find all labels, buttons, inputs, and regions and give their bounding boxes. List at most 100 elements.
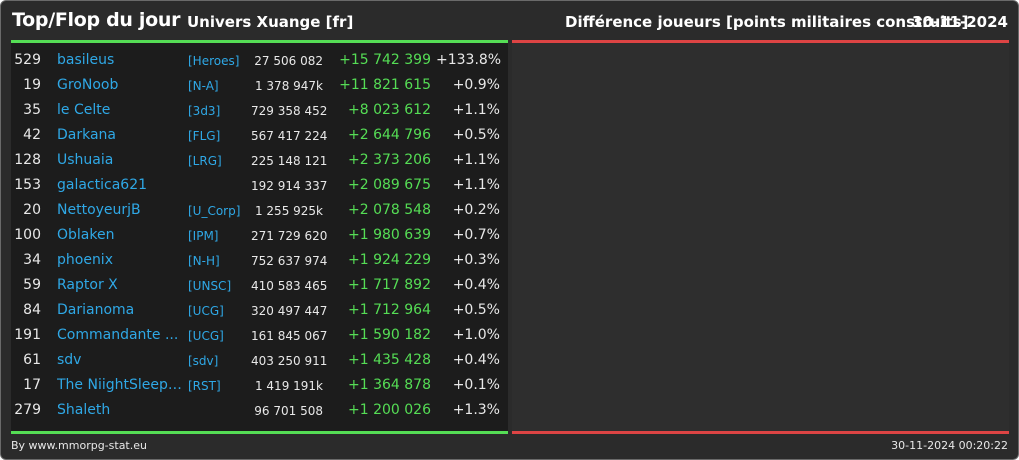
player-rank: 529 [14,52,41,68]
percent-change: +0.2% [452,202,500,218]
player-rank: 17 [23,377,41,393]
widget-header: Top/Flop du jour Univers Xuange [fr] Dif… [1,1,1018,41]
table-row: 128 Ushuaia [LRG] 225 148 121 +2 373 206 +1.1… [11,148,508,173]
player-points: 752 637 974 [251,254,328,268]
percent-change: +0.1% [452,377,500,393]
player-points: 161 845 067 [251,329,328,343]
player-name-link[interactable]: Commandante ... [57,327,179,343]
top-losers-panel [512,43,1009,431]
alliance-tag-link[interactable]: [N-A] [188,79,219,93]
percent-change: +0.5% [452,127,500,143]
table-row: 34 phoenix [N-H] 752 637 974 +1 924 229 +0.3% [11,248,508,273]
player-name-link[interactable]: Ushuaia [57,152,114,168]
site-credit: By www.mmorpg-stat.eu [11,439,147,452]
percent-change: +0.4% [452,352,500,368]
player-points: 403 250 911 [251,354,328,368]
alliance-tag-link[interactable]: [UNSC] [188,279,232,293]
player-name-link[interactable]: NettoyeurjB [57,202,141,218]
player-name-link[interactable]: GroNoob [57,77,119,93]
date-label: 30-11-2024 [912,13,1008,31]
player-name-link[interactable]: Oblaken [57,227,115,243]
player-rank: 279 [14,402,41,418]
table-row: 17 The NiightSleepe... [RST] 1 419 191k +1 3… [11,373,508,398]
table-row: 100 Oblaken [IPM] 271 729 620 +1 980 639 +0.7… [11,223,508,248]
player-rank: 35 [23,102,41,118]
points-difference: +11 821 615 [339,77,431,93]
table-row: 279 Shaleth 96 701 508 +1 200 026 +1.3% [11,398,508,423]
player-points: 1 378 947k [254,79,323,93]
player-name-link[interactable]: Darkana [57,127,117,143]
points-difference: +8 023 612 [348,102,431,118]
alliance-tag-link[interactable]: [Heroes] [188,54,240,68]
player-rank: 61 [23,352,41,368]
alliance-tag-link[interactable]: [RST] [188,379,221,393]
points-difference: +2 089 675 [348,177,431,193]
stat-type-label: Différence joueurs [points militaires co… [565,13,969,31]
player-name-link[interactable]: Darianoma [57,302,135,318]
alliance-tag-link[interactable]: [N-H] [188,254,220,268]
player-points: 271 729 620 [251,229,328,243]
points-difference: +1 364 878 [348,377,431,393]
player-points: 225 148 121 [251,154,328,168]
player-points: 567 417 224 [251,129,328,143]
universe-label: Univers Xuange [fr] [187,13,354,31]
player-name-link[interactable]: The NiightSleepe... [57,377,185,393]
player-name-link[interactable]: basileus [57,52,115,68]
alliance-tag-link[interactable]: [LRG] [188,154,222,168]
percent-change: +0.4% [452,277,500,293]
alliance-tag-link[interactable]: [UCG] [188,304,224,318]
points-difference: +1 980 639 [348,227,431,243]
alliance-tag-link[interactable]: [U_Corp] [188,204,241,218]
top-divider-green [11,40,508,43]
player-name-link[interactable]: le Celte [57,102,111,118]
points-difference: +1 435 428 [348,352,431,368]
percent-change: +0.5% [452,302,500,318]
percent-change: +0.9% [452,77,500,93]
player-name-link[interactable]: sdv [57,352,82,368]
table-row: 191 Commandante ... [UCG] 161 845 067 +1 590… [11,323,508,348]
points-difference: +1 200 026 [348,402,431,418]
player-name-link[interactable]: galactica621 [57,177,148,193]
points-difference: +2 373 206 [348,152,431,168]
player-rank: 100 [14,227,41,243]
alliance-tag-link[interactable]: [IPM] [188,229,219,243]
player-rank: 19 [23,77,41,93]
points-difference: +1 924 229 [348,252,431,268]
player-points: 27 506 082 [254,54,323,68]
player-points: 410 583 465 [251,279,328,293]
bottom-divider-red [512,431,1009,434]
percent-change: +1.1% [452,152,500,168]
percent-change: +1.1% [452,177,500,193]
player-rank: 59 [23,277,41,293]
player-rank: 34 [23,252,41,268]
alliance-tag-link[interactable]: [sdv] [188,354,219,368]
player-points: 192 914 337 [251,179,328,193]
player-points: 1 255 925k [254,204,323,218]
player-name-link[interactable]: Raptor X [57,277,118,293]
table-row: 59 Raptor X [UNSC] 410 583 465 +1 717 892 +0.… [11,273,508,298]
player-name-link[interactable]: phoenix [57,252,113,268]
alliance-tag-link[interactable]: [FLG] [188,129,221,143]
player-rank: 20 [23,202,41,218]
percent-change: +133.8% [436,52,502,68]
alliance-tag-link[interactable]: [UCG] [188,329,224,343]
player-name-link[interactable]: Shaleth [57,402,111,418]
points-difference: +15 742 399 [339,52,431,68]
table-row: 20 NettoyeurjB [U_Corp] 1 255 925k +2 078 54… [11,198,508,223]
table-row: 42 Darkana [FLG] 567 417 224 +2 644 796 +0.5% [11,123,508,148]
widget-title: Top/Flop du jour [12,9,181,31]
table-row: 529 basileus [Heroes] 27 506 082 +15 742 399… [11,48,508,73]
percent-change: +1.1% [452,102,500,118]
player-rank: 191 [14,327,41,343]
points-difference: +1 590 182 [348,327,431,343]
table-row: 19 GroNoob [N-A] 1 378 947k +11 821 615 +0.9% [11,73,508,98]
table-row: 153 galactica621 192 914 337 +2 089 675 +1.1… [11,173,508,198]
table-row: 61 sdv [sdv] 403 250 911 +1 435 428 +0.4% [11,348,508,373]
player-points: 729 358 452 [251,104,328,118]
alliance-tag-link[interactable]: [3d3] [188,104,221,118]
points-difference: +1 712 964 [348,302,431,318]
table-row: 84 Darianoma [UCG] 320 497 447 +1 712 964 +0.… [11,298,508,323]
points-difference: +1 717 892 [348,277,431,293]
player-points: 1 419 191k [254,379,323,393]
